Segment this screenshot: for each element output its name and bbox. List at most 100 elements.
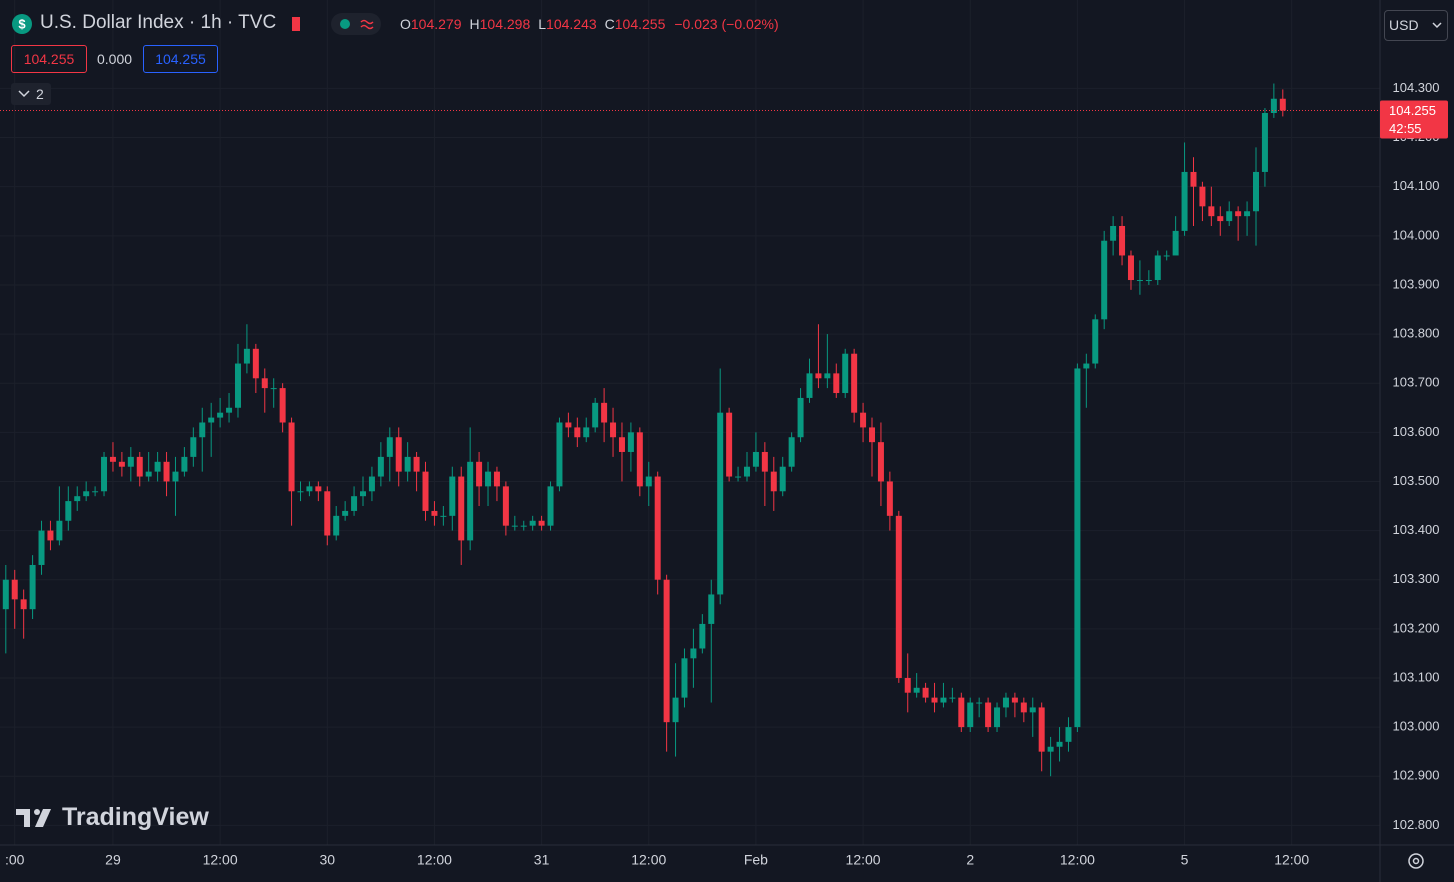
candle-body [1163, 255, 1170, 257]
axes: 102.800 102.900 103.000 103.100 103.200 103.3… [0, 80, 1448, 868]
candle-body [1217, 216, 1224, 222]
chevron-path [1432, 22, 1442, 29]
candle-body [1279, 98, 1286, 111]
candle-body [583, 427, 590, 438]
candle-body [502, 486, 509, 526]
candle-body [324, 491, 331, 536]
logo-dot [34, 809, 40, 815]
candle-body [74, 496, 81, 502]
candle-body [636, 432, 643, 487]
candle-body [360, 491, 366, 497]
ohlc-label: L [538, 16, 547, 32]
candle-body [181, 456, 188, 472]
x-tick-label: 12:00 [631, 852, 666, 868]
candle-body [931, 697, 938, 703]
candle-body [806, 373, 813, 398]
indicators-toggle[interactable]: 2 [11, 83, 51, 105]
candle-body [190, 437, 197, 457]
x-tick-label: :00 [5, 852, 25, 868]
candle-body [949, 697, 956, 699]
status-pill[interactable] [331, 13, 381, 35]
candle-body [851, 353, 858, 413]
candle-body [913, 687, 920, 693]
candle-body [1002, 697, 1009, 708]
x-tick-label: Feb [744, 852, 768, 868]
candle-body [2, 579, 9, 610]
candle-body [1226, 211, 1233, 222]
candle-body [261, 378, 268, 389]
candle-body [20, 599, 27, 610]
candle-body [92, 491, 99, 493]
y-tick-label: 103.800 [1393, 326, 1440, 341]
candle-body [833, 373, 840, 394]
candle-body [386, 437, 393, 457]
candle-body [967, 702, 974, 728]
y-tick-label: 103.400 [1393, 522, 1440, 537]
candle-body [726, 412, 733, 477]
ohlc-label: H [469, 16, 480, 32]
low-value: 104.243 [546, 16, 597, 32]
candle-body [922, 687, 929, 698]
candle-body [877, 442, 884, 482]
candle-body [306, 486, 313, 492]
chevron [18, 90, 30, 98]
candle-body [1074, 368, 1081, 728]
sell-price[interactable]: 104.255 [11, 45, 87, 73]
currency-select[interactable]: USD [1384, 10, 1448, 41]
flag-icon[interactable] [292, 17, 300, 31]
y-tick-label: 103.200 [1393, 620, 1440, 635]
y-tick-label: 103.100 [1393, 669, 1440, 684]
candle-body [1011, 697, 1018, 703]
currency: USD [1389, 17, 1419, 33]
candle-body [118, 461, 125, 467]
candle-body [708, 594, 715, 624]
candle-body [56, 520, 63, 541]
candle-body [404, 456, 411, 472]
candle-body [690, 648, 697, 659]
candle-body [485, 471, 492, 487]
settings-icon[interactable] [1408, 853, 1424, 869]
candle-body [788, 437, 795, 467]
gear[interactable] [1408, 853, 1424, 869]
chevron-path [18, 90, 30, 98]
candle-body [1199, 186, 1206, 207]
candle-body [476, 461, 483, 487]
candle-body [368, 476, 375, 492]
candle-body [458, 476, 465, 541]
candle-body [342, 510, 349, 516]
candle-body [1172, 230, 1179, 256]
candle-body [717, 412, 724, 595]
gear-center[interactable] [1412, 857, 1420, 865]
candle-body [270, 388, 277, 390]
x-tick-label: 12:00 [417, 852, 452, 868]
candle-body [663, 579, 670, 723]
candle-body [413, 456, 420, 472]
candle-body [279, 388, 286, 423]
candle-body [29, 564, 36, 610]
candle-body [1154, 255, 1161, 281]
candle-body [154, 461, 161, 472]
logo-shape [35, 809, 51, 827]
ohlc-label: O [400, 16, 411, 32]
candle-body [869, 427, 876, 443]
candle-body [395, 437, 402, 472]
last-price-box [1380, 100, 1448, 139]
candle-body [199, 422, 206, 438]
candle-body [1038, 707, 1045, 752]
y-tick-label: 103.600 [1393, 424, 1440, 439]
candle-body [1181, 171, 1188, 231]
candle-body [449, 476, 456, 516]
candle-body [1110, 225, 1117, 241]
candle-body [1127, 255, 1134, 281]
y-tick-label: 103.500 [1393, 473, 1440, 488]
candle-body [101, 456, 108, 492]
candle-body [226, 407, 233, 413]
candle-body [574, 427, 581, 438]
candle-body [1235, 211, 1242, 217]
candle-body [243, 348, 250, 364]
buy-price[interactable]: 104.255 [143, 45, 218, 73]
candle-body [797, 397, 804, 438]
logo-text: TradingView [62, 803, 209, 831]
candle-body [1020, 702, 1027, 713]
candle-body [1145, 280, 1152, 282]
